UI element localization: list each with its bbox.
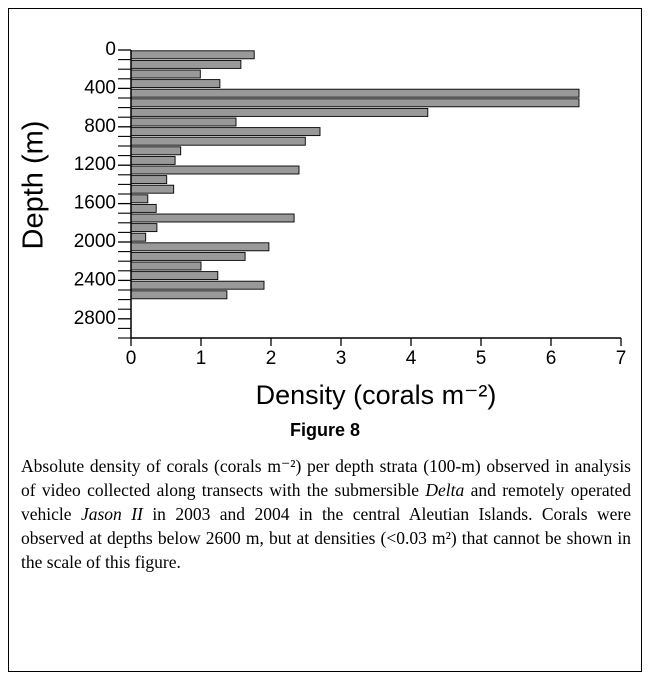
caption: Absolute density of corals (corals m⁻²) … xyxy=(21,454,631,574)
x-axis-label: Density (corals m⁻²) xyxy=(256,380,497,410)
y-tick-label: 1200 xyxy=(74,154,116,175)
bar xyxy=(130,203,157,213)
y-tick-label: 2000 xyxy=(74,231,116,252)
figure-frame xyxy=(8,8,642,672)
bar xyxy=(130,127,321,137)
bar xyxy=(130,242,270,252)
x-tick-label: 0 xyxy=(126,348,137,369)
caption-text: and remotely operated vehicle xyxy=(21,480,631,524)
bar xyxy=(130,79,221,89)
x-tick-label: 6 xyxy=(546,348,557,369)
x-tick-label: 7 xyxy=(616,348,627,369)
y-tick-label: 800 xyxy=(84,116,116,137)
bar xyxy=(130,251,246,261)
bar xyxy=(130,213,295,223)
bar xyxy=(130,98,580,108)
bar xyxy=(130,184,175,194)
bar xyxy=(130,155,176,165)
x-tick-label: 3 xyxy=(336,348,347,369)
x-tick-label: 1 xyxy=(196,348,207,369)
x-tick-label: 5 xyxy=(476,348,487,369)
figure-label: Figure 8 xyxy=(289,420,360,440)
bar xyxy=(130,117,237,127)
bar xyxy=(130,88,580,98)
bar xyxy=(130,136,306,146)
caption-text: in 2003 and 2004 in the central Aleutian… xyxy=(21,504,632,572)
y-tick-label: 2800 xyxy=(74,308,116,329)
bar xyxy=(130,165,300,175)
bar xyxy=(130,223,158,233)
caption-text: Absolute density of corals (corals m⁻²) … xyxy=(21,456,631,500)
bar xyxy=(130,194,149,204)
x-tick-label: 4 xyxy=(406,348,417,369)
x-tick-label: 2 xyxy=(266,348,277,369)
y-tick-label: 2400 xyxy=(74,269,116,290)
bar xyxy=(130,280,265,290)
bar xyxy=(130,232,147,242)
bar xyxy=(130,290,228,300)
chart: Depth (m) Density (corals m⁻²) 040080012… xyxy=(18,39,627,410)
y-tick-label: 0 xyxy=(105,39,116,60)
caption-italic: Delta xyxy=(425,480,465,500)
bar xyxy=(130,175,168,185)
bar xyxy=(130,59,242,69)
bar xyxy=(130,271,219,281)
y-tick-label: 1600 xyxy=(74,193,116,214)
bar xyxy=(130,107,429,117)
bar xyxy=(130,69,201,79)
bar xyxy=(130,146,182,156)
bar xyxy=(130,50,255,60)
y-axis-label: Depth (m) xyxy=(18,121,50,250)
caption-italic: Jason II xyxy=(80,504,143,524)
y-tick-label: 400 xyxy=(84,77,116,98)
bar xyxy=(130,261,202,271)
